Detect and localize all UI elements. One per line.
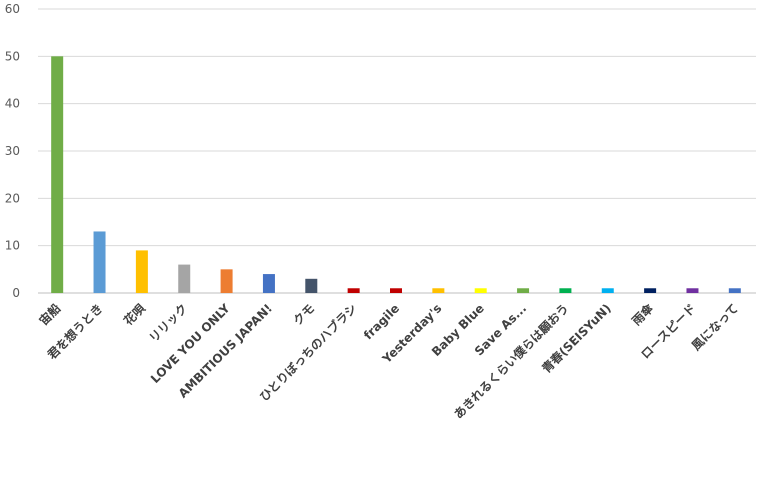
gridlines (38, 8, 756, 294)
bar (347, 288, 360, 293)
bar (644, 288, 657, 293)
y-tick-label: 50 (5, 49, 20, 63)
y-tick-label: 10 (5, 239, 20, 253)
bar (390, 288, 402, 293)
x-tick-label: 風になって (689, 301, 741, 353)
y-tick-label: 20 (5, 191, 20, 205)
bar (305, 278, 318, 293)
bar (432, 288, 445, 293)
bar (686, 288, 699, 293)
bar (728, 288, 741, 293)
bar (559, 288, 572, 293)
bar (220, 269, 233, 293)
bar (601, 288, 614, 293)
x-tick-label: 宙船 (36, 301, 64, 329)
bars (51, 56, 741, 294)
bar (51, 56, 64, 294)
bar (474, 288, 487, 293)
y-tick-label: 60 (5, 2, 20, 16)
x-tick-label: 雨傘 (629, 300, 657, 328)
x-tick-label: 花唄 (120, 301, 148, 329)
y-axis-ticks: 0 10 20 30 40 50 60 (5, 2, 20, 300)
x-tick-label: クモ (291, 301, 318, 328)
bar (178, 264, 191, 293)
bar (135, 250, 148, 293)
bar (262, 274, 275, 293)
y-tick-label: 0 (12, 286, 20, 300)
y-tick-label: 40 (5, 97, 20, 111)
bar (93, 231, 106, 293)
bar (517, 288, 530, 293)
x-tick-label: fragile (361, 301, 402, 342)
y-tick-label: 30 (5, 144, 20, 158)
x-tick-label: LOVE YOU ONLY (148, 301, 233, 386)
x-tick-label: リリック (147, 301, 191, 345)
